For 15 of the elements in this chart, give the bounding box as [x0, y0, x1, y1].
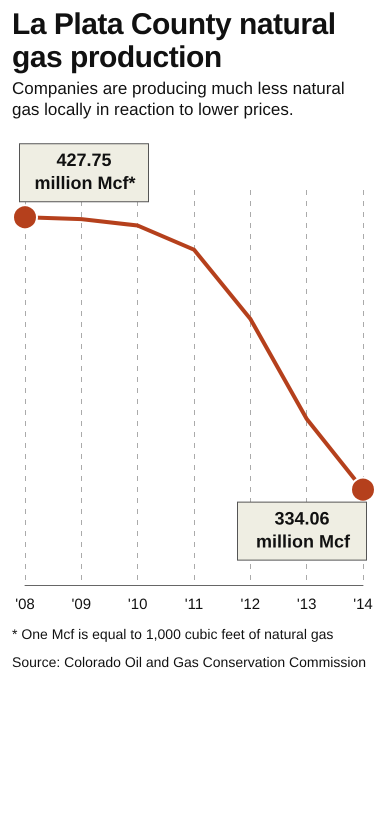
x-tick-label: '08	[15, 596, 35, 613]
data-label: 427.75	[56, 150, 112, 170]
x-tick-label: '13	[296, 596, 316, 613]
data-label: 334.06	[274, 508, 330, 529]
x-tick-label: '10	[128, 596, 148, 613]
annotation: million Mcf	[256, 532, 352, 552]
x-tick-label: '09	[72, 596, 92, 613]
x-tick-label: '14	[353, 596, 373, 613]
text: * One Mcf is equal to 1,000 cubic feet of natural gas	[12, 625, 334, 643]
chart-title: La Plata County natural gas production	[12, 8, 337, 74]
annotation: million Mcf*	[34, 173, 136, 194]
chart-subtitle: Companies are producing much less natural gas locally in reaction to lower prices.	[12, 78, 346, 120]
source-note: Source: Colorado Oil and Gas Conservation Commission	[12, 653, 368, 671]
x-tick-label: '11	[184, 596, 204, 613]
x-tick-label: '12	[240, 596, 260, 613]
